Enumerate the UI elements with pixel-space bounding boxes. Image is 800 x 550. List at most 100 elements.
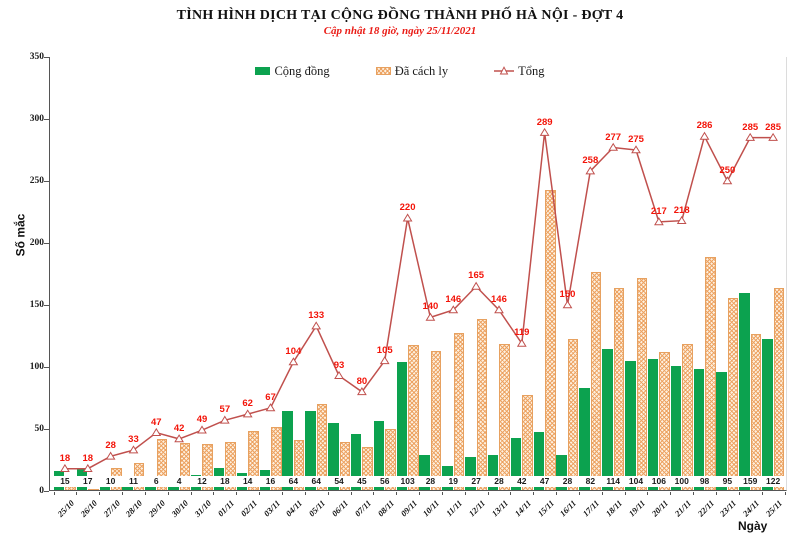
total-marker-icon bbox=[448, 305, 459, 314]
x-axis-tick bbox=[419, 492, 420, 495]
total-marker-icon bbox=[585, 166, 596, 175]
total-marker-icon bbox=[174, 434, 184, 443]
community-value-label: 106 bbox=[647, 476, 670, 487]
community-bar bbox=[328, 423, 339, 490]
chart-legend: Cộng đồng Đã cách ly Tổng bbox=[0, 61, 800, 81]
x-axis-tick bbox=[281, 492, 283, 495]
total-value-label: 285 bbox=[765, 121, 781, 133]
total-value-label: 104 bbox=[285, 346, 302, 357]
quarantine-bar bbox=[179, 442, 191, 490]
x-axis-tick bbox=[327, 492, 329, 495]
quarantine-bar bbox=[156, 439, 168, 490]
quarantine-bar bbox=[545, 189, 556, 490]
quarantine-bar bbox=[271, 426, 282, 490]
date-label: 04/11 bbox=[283, 498, 305, 519]
community-value-label: 19 bbox=[442, 476, 465, 487]
x-axis-tick bbox=[510, 492, 512, 495]
community-value-label: 56 bbox=[373, 476, 396, 487]
y-axis-tick bbox=[44, 305, 49, 306]
total-value-label: 146 bbox=[445, 294, 462, 305]
total-marker-icon bbox=[471, 281, 481, 290]
quarantine-bar bbox=[567, 338, 579, 490]
total-value-label: 146 bbox=[491, 294, 507, 305]
total-value-label: 49 bbox=[196, 414, 208, 426]
community-value-label: 4 bbox=[168, 476, 191, 487]
community-value-label: 28 bbox=[556, 476, 579, 487]
quarantine-bar bbox=[408, 344, 419, 490]
date-label: 09/11 bbox=[398, 498, 419, 519]
total-value-label: 105 bbox=[376, 344, 393, 356]
community-bar bbox=[373, 420, 385, 490]
date-label: 31/10 bbox=[192, 498, 214, 519]
quarantine-bar bbox=[225, 441, 236, 490]
quarantine-bar bbox=[453, 332, 465, 490]
total-value-label: 119 bbox=[514, 327, 530, 339]
legend-label: Cộng đồng bbox=[274, 63, 330, 78]
community-bar bbox=[579, 388, 590, 490]
quarantine-bar bbox=[339, 441, 351, 490]
total-marker-icon bbox=[608, 142, 619, 151]
community-bar bbox=[168, 485, 179, 490]
total-marker-icon bbox=[311, 321, 322, 330]
x-axis-tick bbox=[738, 492, 740, 495]
community-value-label: 28 bbox=[419, 476, 442, 487]
total-marker-icon bbox=[676, 215, 687, 224]
quarantine-bar bbox=[659, 352, 670, 490]
total-value-label: 33 bbox=[128, 434, 139, 446]
community-bar bbox=[533, 431, 545, 490]
date-label: 10/11 bbox=[421, 498, 442, 519]
total-value-label: 140 bbox=[422, 301, 439, 313]
x-axis-tick bbox=[441, 492, 443, 495]
community-bar bbox=[739, 292, 750, 490]
total-marker-icon bbox=[722, 176, 733, 185]
quarantine-bar bbox=[773, 287, 785, 490]
community-value-label: 16 bbox=[259, 476, 282, 487]
y-axis-tick-label: 150 bbox=[29, 299, 44, 310]
date-label: 30/10 bbox=[169, 498, 191, 519]
community-value-label: 27 bbox=[465, 476, 488, 487]
community-bar bbox=[419, 455, 430, 490]
quarantine-bar bbox=[293, 440, 305, 490]
date-label: 12/11 bbox=[466, 498, 488, 519]
date-label: 17/11 bbox=[580, 498, 602, 519]
x-axis-tick bbox=[122, 492, 123, 495]
date-label: 11/11 bbox=[444, 498, 465, 519]
x-axis-tick bbox=[670, 492, 672, 495]
community-value-label: 42 bbox=[510, 476, 533, 487]
quarantine-bar bbox=[476, 318, 488, 490]
y-axis-tick-label: 50 bbox=[34, 423, 45, 434]
x-axis-tick bbox=[487, 492, 489, 495]
quarantine-bar bbox=[499, 343, 510, 490]
date-label: 23/11 bbox=[718, 498, 739, 519]
green-bar-swatch-icon bbox=[255, 67, 271, 75]
legend-item-cong-dong: Cộng đồng bbox=[255, 63, 330, 79]
y-axis-tick bbox=[44, 57, 49, 58]
total-value-label: 67 bbox=[265, 391, 276, 403]
date-label: 20/11 bbox=[649, 498, 670, 519]
total-value-label: 18 bbox=[82, 452, 94, 464]
community-bar bbox=[693, 368, 705, 490]
quarantine-bar bbox=[385, 429, 396, 490]
community-value-label: 54 bbox=[328, 476, 351, 487]
x-axis-tick bbox=[716, 492, 717, 495]
community-value-label: 122 bbox=[762, 476, 785, 487]
quarantine-bar bbox=[590, 271, 602, 490]
chart-subtitle: Cập nhật 18 giờ, ngày 25/11/2021 bbox=[323, 25, 477, 37]
total-marker-icon bbox=[699, 131, 710, 140]
community-bar bbox=[282, 410, 293, 490]
y-axis-tick bbox=[44, 491, 49, 492]
x-axis-tick bbox=[761, 492, 763, 495]
total-marker-icon bbox=[197, 425, 207, 434]
community-value-label: 64 bbox=[282, 476, 305, 487]
x-axis-tick bbox=[304, 492, 306, 495]
community-value-label: 18 bbox=[213, 476, 236, 487]
total-value-label: 165 bbox=[468, 270, 485, 282]
total-value-label: 18 bbox=[59, 452, 71, 464]
date-label: 05/11 bbox=[306, 498, 328, 519]
total-value-label: 277 bbox=[605, 131, 622, 143]
total-marker-icon bbox=[402, 213, 413, 222]
community-value-label: 82 bbox=[579, 476, 602, 487]
date-label: 27/10 bbox=[100, 498, 122, 519]
legend-label: Đã cách ly bbox=[394, 63, 449, 78]
legend-item-tong: Tổng bbox=[494, 64, 545, 79]
